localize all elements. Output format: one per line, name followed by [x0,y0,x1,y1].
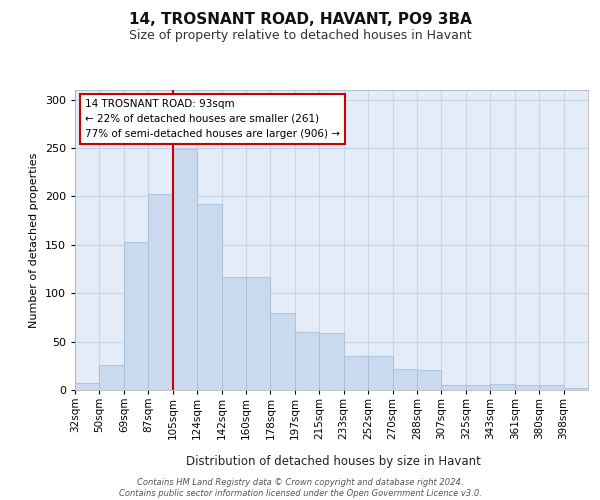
Bar [539,385,563,390]
Bar [295,332,319,390]
Bar [75,383,100,390]
Bar [466,385,490,390]
Bar [417,370,442,390]
Bar [148,194,173,390]
Bar [515,385,539,390]
Bar [319,333,344,390]
Text: Size of property relative to detached houses in Havant: Size of property relative to detached ho… [128,29,472,42]
Bar [442,385,466,390]
Bar [563,388,588,390]
Y-axis label: Number of detached properties: Number of detached properties [29,152,39,328]
Text: 14, TROSNANT ROAD, HAVANT, PO9 3BA: 14, TROSNANT ROAD, HAVANT, PO9 3BA [128,12,472,28]
Bar [173,149,197,390]
Bar [124,242,148,390]
Text: 14 TROSNANT ROAD: 93sqm
← 22% of detached houses are smaller (261)
77% of semi-d: 14 TROSNANT ROAD: 93sqm ← 22% of detache… [85,99,340,138]
Bar [344,356,368,390]
Bar [197,204,221,390]
Text: Contains HM Land Registry data © Crown copyright and database right 2024.
Contai: Contains HM Land Registry data © Crown c… [119,478,481,498]
Bar [490,384,515,390]
Bar [100,365,124,390]
Bar [392,368,417,390]
Bar [246,277,271,390]
Text: Distribution of detached houses by size in Havant: Distribution of detached houses by size … [185,454,481,468]
Bar [221,277,246,390]
Bar [271,312,295,390]
Bar [368,356,392,390]
